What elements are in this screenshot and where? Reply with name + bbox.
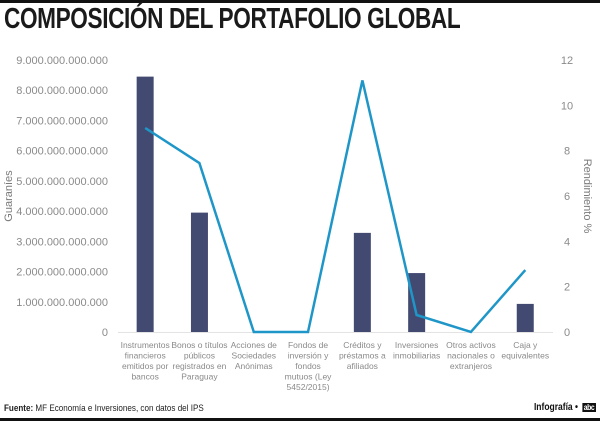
chart-title: COMPOSICIÓN DEL PORTAFOLIO GLOBAL xyxy=(4,3,461,35)
y-tick-label: 2.000.000.000.000 xyxy=(16,267,108,279)
y-tick-label: 8.000.000.000.000 xyxy=(16,85,108,97)
y-tick-label: 6.000.000.000.000 xyxy=(16,146,108,158)
y2-tick-label: 12 xyxy=(561,55,573,67)
line-series xyxy=(144,80,527,334)
bar xyxy=(190,212,208,332)
right-axis-ticks: 0 2 4 6 8 10 12 xyxy=(561,55,573,339)
source-text: MF Economía e Inversiones, con datos del… xyxy=(35,403,204,414)
abc-logo: abc xyxy=(582,403,596,412)
y2-tick-label: 4 xyxy=(564,236,570,248)
bar xyxy=(353,232,371,332)
y-tick-label: 4.000.000.000.000 xyxy=(16,206,108,218)
bar-series xyxy=(136,76,534,332)
category-label: Caja y equivalentes xyxy=(501,340,549,361)
y-tick-label: 7.000.000.000.000 xyxy=(16,115,108,127)
category-label: Otros activos nacionales o extranjeros xyxy=(446,340,496,371)
category-label: Instrumentos financieros emitidos por banco… xyxy=(121,340,170,382)
left-axis-ticks: 0 1.000.000.000.000 2.000.000.000.000 3.000… xyxy=(16,55,108,339)
y2-tick-label: 0 xyxy=(564,327,570,339)
source-label: Fuente: xyxy=(4,403,34,414)
y2-tick-label: 2 xyxy=(564,282,570,294)
y-tick-label: 0 xyxy=(102,327,108,339)
source-note: Fuente: MF Economía e Inversiones, con d… xyxy=(4,403,204,414)
y-tick-label: 5.000.000.000.000 xyxy=(16,176,108,188)
y2-tick-label: 10 xyxy=(561,100,573,112)
category-label: Créditos y préstamos a afiliados xyxy=(339,340,386,371)
category-label: Fondos de inversión y fondos mutuos (Ley 545… xyxy=(285,340,333,392)
category-label: Inversiones inmobiliarias xyxy=(393,340,440,361)
bar xyxy=(516,303,534,332)
category-labels: Instrumentos financieros emitidos por banco… xyxy=(121,340,550,392)
bar xyxy=(408,273,426,332)
credit: Infografía • abc xyxy=(534,402,596,413)
top-rule xyxy=(0,0,600,3)
category-label: Acciones de Sociedades Anónimas xyxy=(231,340,278,371)
y2-tick-label: 6 xyxy=(564,191,570,203)
y-tick-label: 3.000.000.000.000 xyxy=(16,236,108,248)
bar xyxy=(136,76,154,332)
category-label: Bonos o títulos públicos registrados en Par… xyxy=(171,340,227,382)
right-axis-label: Rendimiento % xyxy=(581,159,593,234)
credit-label: Infografía • xyxy=(534,402,579,413)
y-tick-label: 9.000.000.000.000 xyxy=(16,55,108,67)
left-axis-label: Guaraníes xyxy=(3,170,15,222)
y-tick-label: 1.000.000.000.000 xyxy=(16,297,108,309)
y2-tick-label: 8 xyxy=(564,146,570,158)
bottom-rule xyxy=(0,418,600,421)
